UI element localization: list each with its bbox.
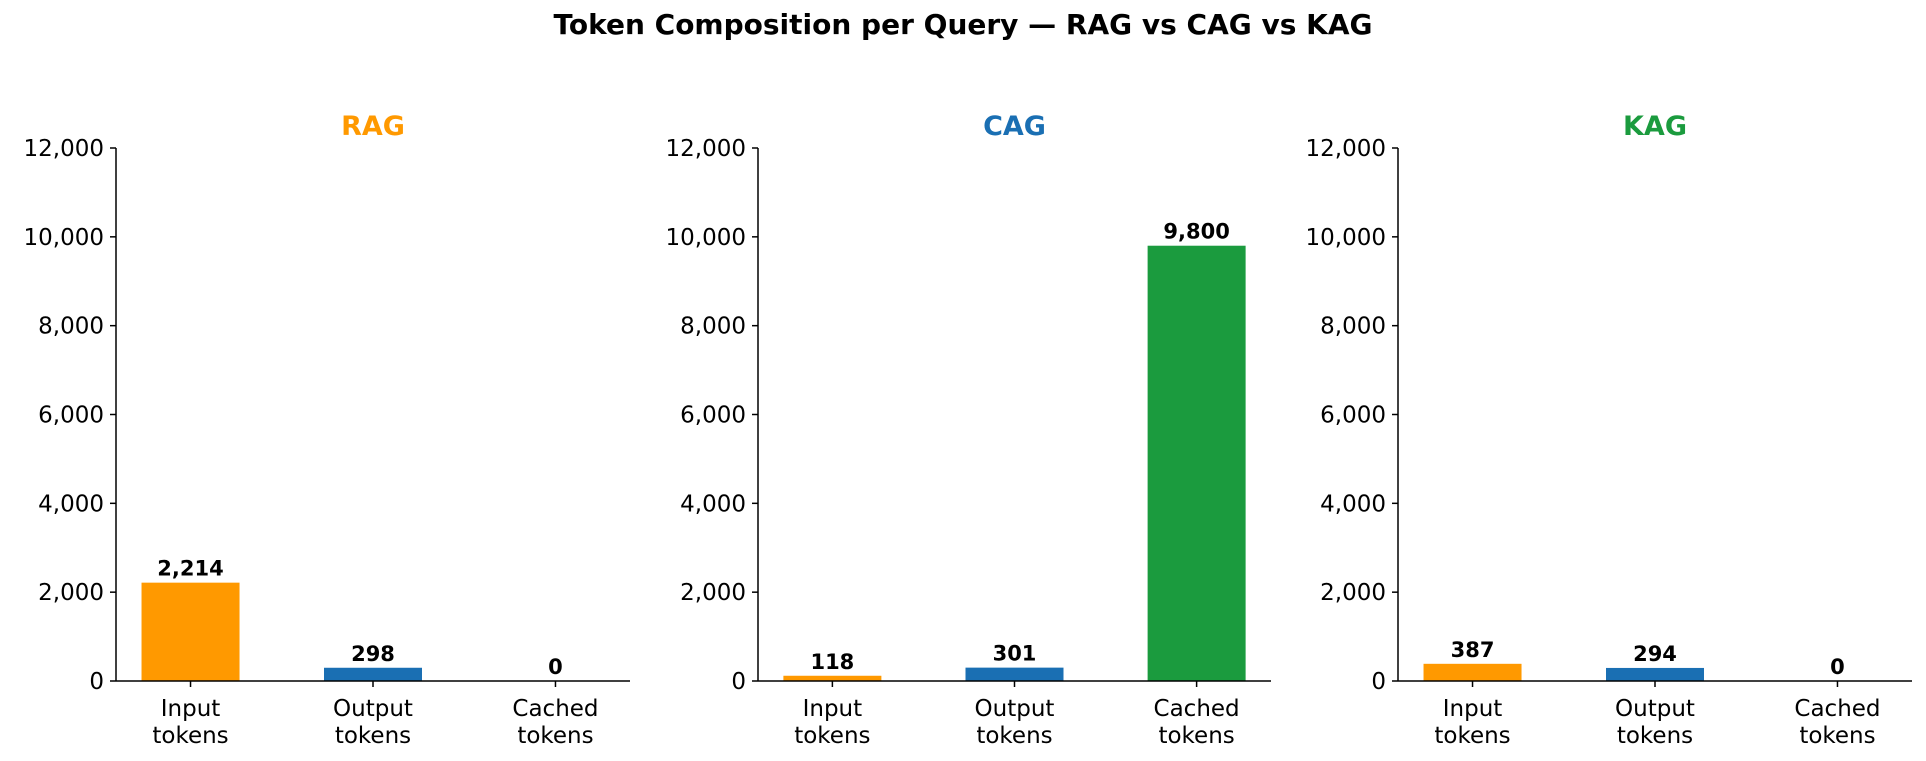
rag-bar-0 xyxy=(141,582,240,681)
kag-y-tick-label-3: 6,000 xyxy=(1320,403,1386,429)
kag-x-tick-label-2-0: Cached xyxy=(1794,696,1880,722)
kag-x-tick-label-2-1: tokens xyxy=(1799,723,1875,749)
kag-x-tick-label-1-0: Output xyxy=(1615,696,1695,722)
kag-y-tick-label-1: 2,000 xyxy=(1320,580,1386,606)
rag-x-tick-label-2-0: Cached xyxy=(512,696,598,722)
rag-y-tick-label-3: 6,000 xyxy=(38,403,104,429)
rag-value-label-0: 2,214 xyxy=(157,557,223,581)
rag-y-tick-label-2: 4,000 xyxy=(38,491,104,517)
cag-value-label-1: 301 xyxy=(993,642,1037,666)
cag-bar-0 xyxy=(783,675,882,681)
kag-value-label-1: 294 xyxy=(1633,642,1677,666)
cag-x-tick-label-2-1: tokens xyxy=(1158,723,1234,749)
cag-y-tick-label-0: 0 xyxy=(731,669,746,695)
cag-value-label-0: 118 xyxy=(810,650,854,674)
cag-y-tick-label-4: 8,000 xyxy=(680,314,746,340)
cag-x-tick-label-0-1: tokens xyxy=(794,723,870,749)
rag-x-tick-label-2-1: tokens xyxy=(517,723,593,749)
rag-bar-1 xyxy=(324,667,422,681)
panel-title-cag: CAG xyxy=(983,111,1046,142)
cag-value-label-2: 9,800 xyxy=(1163,220,1229,244)
rag-x-tick-label-1-1: tokens xyxy=(335,723,411,749)
kag-y-tick-label-5: 10,000 xyxy=(1306,225,1386,251)
kag-bar-1 xyxy=(1606,667,1704,681)
rag-y-tick-label-5: 10,000 xyxy=(24,225,104,251)
kag-x-tick-label-0-0: Input xyxy=(1443,696,1503,722)
kag-bar-0 xyxy=(1423,663,1522,681)
rag-y-tick-label-4: 8,000 xyxy=(38,314,104,340)
rag-y-tick-label-0: 0 xyxy=(89,669,104,695)
kag-value-label-0: 387 xyxy=(1451,638,1495,662)
kag-y-tick-label-6: 12,000 xyxy=(1306,136,1386,162)
cag-x-tick-label-1-1: tokens xyxy=(976,723,1052,749)
cag-x-tick-label-2-0: Cached xyxy=(1154,696,1240,722)
cag-y-tick-label-1: 2,000 xyxy=(680,580,746,606)
cag-y-tick-label-2: 4,000 xyxy=(680,491,746,517)
cag-bar-1 xyxy=(965,667,1064,681)
cag-y-tick-label-3: 6,000 xyxy=(680,403,746,429)
rag-x-tick-label-1-0: Output xyxy=(333,696,413,722)
kag-y-tick-label-2: 4,000 xyxy=(1320,491,1386,517)
kag-y-tick-label-4: 8,000 xyxy=(1320,314,1386,340)
panel-title-kag: KAG xyxy=(1623,111,1687,142)
cag-y-tick-label-6: 12,000 xyxy=(666,136,746,162)
rag-y-tick-label-6: 12,000 xyxy=(24,136,104,162)
rag-value-label-2: 0 xyxy=(548,655,563,679)
kag-x-tick-label-0-1: tokens xyxy=(1434,723,1510,749)
cag-y-tick-label-5: 10,000 xyxy=(666,225,746,251)
rag-y-tick-label-1: 2,000 xyxy=(38,580,104,606)
figure-title: Token Composition per Query — RAG vs CAG… xyxy=(553,8,1373,41)
cag-bar-2 xyxy=(1147,245,1246,681)
cag-x-tick-label-0-0: Input xyxy=(803,696,863,722)
rag-value-label-1: 298 xyxy=(351,642,395,666)
kag-value-label-2: 0 xyxy=(1830,655,1845,679)
rag-x-tick-label-0-1: tokens xyxy=(152,723,228,749)
kag-x-tick-label-1-1: tokens xyxy=(1617,723,1693,749)
panel-title-rag: RAG xyxy=(341,111,405,142)
kag-y-tick-label-0: 0 xyxy=(1371,669,1386,695)
rag-x-tick-label-0-0: Input xyxy=(161,696,221,722)
cag-x-tick-label-1-0: Output xyxy=(975,696,1055,722)
